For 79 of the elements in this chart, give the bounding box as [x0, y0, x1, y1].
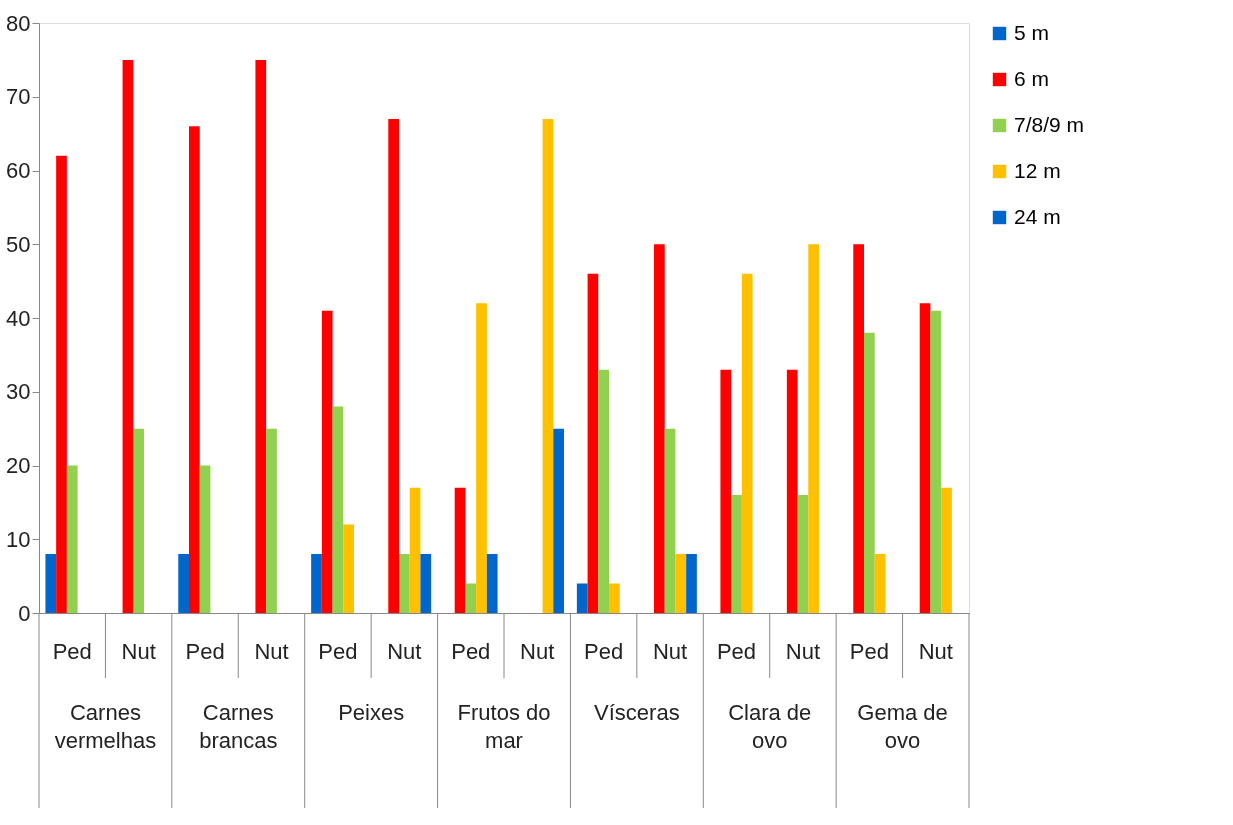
- bar: [399, 554, 410, 613]
- bar: [797, 495, 809, 613]
- bar: [864, 332, 875, 613]
- text: Peixes: [338, 700, 405, 725]
- bar: [874, 554, 886, 613]
- x-tick-label: Ped: [584, 638, 624, 664]
- bar: [598, 369, 609, 613]
- bar: [465, 583, 477, 613]
- bar: [542, 118, 554, 613]
- legend-label: 7/8/9 m: [1014, 112, 1085, 136]
- x-tick-label: Nut: [121, 638, 156, 664]
- x-tick-label: Nut: [918, 638, 953, 664]
- bar: [420, 554, 432, 613]
- bar: [255, 59, 267, 613]
- x-tick-label: Nut: [387, 638, 422, 664]
- bar: [654, 244, 665, 613]
- bar: [189, 126, 200, 613]
- bar: [941, 487, 952, 613]
- bar: [587, 273, 599, 613]
- x-tick-label: Nut: [785, 638, 821, 664]
- legend-label: 6 m: [1014, 66, 1050, 90]
- bar: [476, 303, 487, 613]
- y-tick-label: 40: [6, 305, 31, 331]
- x-tick-label: Nut: [254, 638, 289, 664]
- bar: [686, 554, 697, 613]
- text: Carnes brancas: [199, 700, 278, 753]
- bar: [133, 428, 144, 613]
- bar: [332, 406, 344, 613]
- bar: [343, 524, 354, 613]
- y-tick-label: 50: [6, 231, 31, 257]
- x-tick-label: Ped: [849, 638, 889, 664]
- bar: [919, 303, 931, 613]
- legend-label: 5 m: [1014, 20, 1050, 44]
- text: Gema de ovo: [857, 700, 948, 753]
- bar: [122, 59, 134, 613]
- x-tick-label: Nut: [652, 638, 688, 664]
- bar: [786, 369, 798, 613]
- x-tick-label: Nut: [520, 638, 555, 664]
- bar: [609, 583, 620, 613]
- x-tick-label: Ped: [716, 638, 757, 664]
- bar: [675, 554, 687, 613]
- y-tick-label: 80: [6, 10, 31, 36]
- bar: [486, 554, 498, 613]
- y-tick-label: 60: [6, 158, 31, 183]
- bar: [731, 495, 742, 613]
- bar: [266, 428, 277, 613]
- text: Vísceras: [594, 700, 680, 725]
- text: Frutos do mar: [457, 700, 551, 753]
- y-tick-label: 0: [18, 600, 31, 626]
- bar: [853, 244, 864, 613]
- bar: [66, 465, 78, 613]
- y-tick-label: 20: [6, 453, 31, 478]
- x-tick-label: Ped: [318, 638, 358, 664]
- bar: [454, 487, 466, 613]
- text: Clara de ovo: [728, 700, 812, 753]
- legend-label: 24 m: [1014, 204, 1061, 228]
- bar: [741, 273, 753, 613]
- bar: [576, 583, 588, 613]
- bar: [311, 554, 322, 613]
- bar: [321, 310, 333, 613]
- bar: [930, 310, 942, 613]
- x-tick-label: Ped: [185, 638, 225, 664]
- legend-label: 12 m: [1014, 158, 1061, 182]
- bar: [808, 244, 819, 613]
- bar: [409, 487, 421, 613]
- bar: [720, 369, 732, 613]
- bar: [56, 155, 67, 613]
- bar: [388, 118, 399, 613]
- text: Carnes vermelhas: [54, 700, 157, 753]
- bar: [199, 465, 211, 613]
- y-tick-label: 10: [6, 526, 31, 552]
- y-tick-label: 30: [6, 379, 31, 405]
- bar: [178, 554, 189, 613]
- y-tick-label: 70: [6, 84, 31, 110]
- x-tick-label: Ped: [451, 638, 491, 664]
- bar: [553, 428, 564, 613]
- bar: [664, 428, 676, 613]
- x-tick-label: Ped: [52, 638, 92, 664]
- bar: [45, 554, 57, 613]
